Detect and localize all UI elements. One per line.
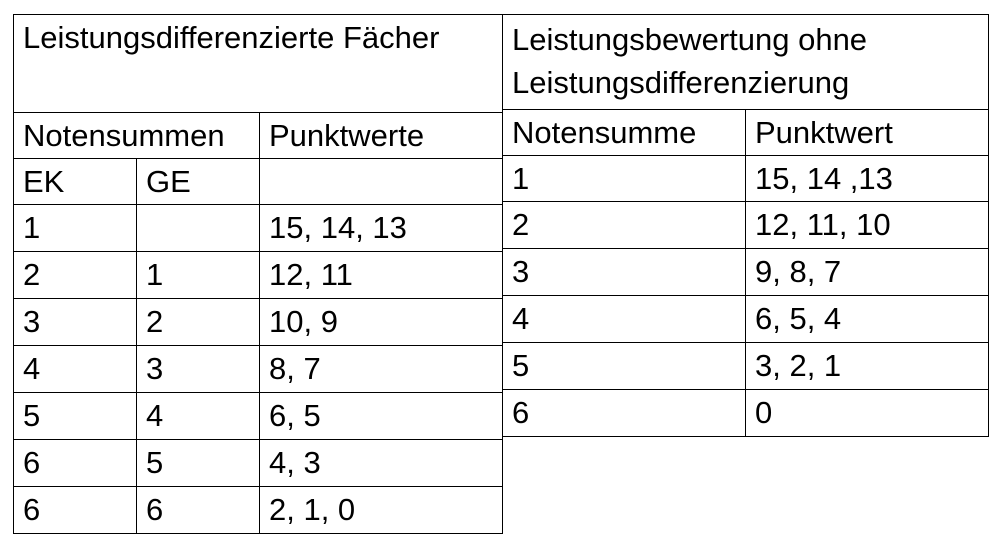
table-row: 5 4 6, 5 (13, 392, 503, 440)
notensummen-header: Notensummen (13, 112, 260, 159)
table-row: 1 15, 14, 13 (13, 204, 503, 252)
ek-cell: 4 (13, 345, 137, 393)
ek-cell: 3 (13, 298, 137, 346)
non-differentiated-grading-table: Leistungsbewertung ohne Leistungsdiffere… (502, 14, 989, 437)
punkte-cell: 6, 5 (259, 392, 503, 440)
table-row: 5 3, 2, 1 (502, 342, 989, 390)
left-table-title: Leistungsdifferenzierte Fächer (13, 14, 503, 113)
punktwerte-header: Punktwerte (259, 112, 503, 159)
punkte-cell: 10, 9 (259, 298, 503, 346)
ge-cell: 1 (136, 251, 260, 299)
ek-cell: 5 (13, 392, 137, 440)
table-header-row: Notensumme Punktwert (502, 109, 989, 156)
punkte-cell: 8, 7 (259, 345, 503, 393)
table-header-row: Notensummen Punktwerte (13, 112, 503, 159)
ek-cell: 2 (13, 251, 137, 299)
punkte-cell: 12, 11 (259, 251, 503, 299)
table-row: 1 15, 14 ,13 (502, 155, 989, 202)
punkte-cell: 3, 2, 1 (745, 342, 989, 390)
table-row: 6 6 2, 1, 0 (13, 486, 503, 534)
punkte-cell: 4, 3 (259, 439, 503, 487)
ek-cell: 6 (13, 486, 137, 534)
ge-header: GE (136, 158, 260, 205)
note-cell: 4 (502, 295, 746, 343)
ek-header: EK (13, 158, 137, 205)
punkte-cell: 9, 8, 7 (745, 248, 989, 296)
table-row: 4 3 8, 7 (13, 345, 503, 393)
punkte-cell: 15, 14, 13 (259, 204, 503, 252)
note-cell: 6 (502, 389, 746, 437)
ek-cell: 1 (13, 204, 137, 252)
punkte-cell: 12, 11, 10 (745, 201, 989, 249)
ge-cell: 2 (136, 298, 260, 346)
ge-cell: 3 (136, 345, 260, 393)
differentiated-subjects-table: Leistungsdifferenzierte Fächer Notensumm… (13, 14, 503, 534)
ge-cell: 4 (136, 392, 260, 440)
table-row: 2 1 12, 11 (13, 251, 503, 299)
punkte-cell: 6, 5, 4 (745, 295, 989, 343)
table-subheader-row: EK GE (13, 158, 503, 205)
ge-cell (136, 204, 260, 252)
note-cell: 3 (502, 248, 746, 296)
notensumme-header: Notensumme (502, 109, 746, 156)
note-cell: 5 (502, 342, 746, 390)
table-row: 3 2 10, 9 (13, 298, 503, 346)
table-header-row: Leistungsbewertung ohne Leistungsdiffere… (502, 14, 989, 110)
table-row: 6 5 4, 3 (13, 439, 503, 487)
table-row: 2 12, 11, 10 (502, 201, 989, 249)
right-table-title: Leistungsbewertung ohne Leistungsdiffere… (502, 14, 989, 110)
table-row: 4 6, 5, 4 (502, 295, 989, 343)
note-cell: 2 (502, 201, 746, 249)
punktwert-header: Punktwert (745, 109, 989, 156)
ge-cell: 6 (136, 486, 260, 534)
punkte-cell: 2, 1, 0 (259, 486, 503, 534)
note-cell: 1 (502, 155, 746, 202)
ek-cell: 6 (13, 439, 137, 487)
punkte-cell: 15, 14 ,13 (745, 155, 989, 202)
table-row: 3 9, 8, 7 (502, 248, 989, 296)
punkte-cell: 0 (745, 389, 989, 437)
table-row: 6 0 (502, 389, 989, 437)
empty-cell (259, 158, 503, 205)
table-header-row: Leistungsdifferenzierte Fächer (13, 14, 503, 113)
ge-cell: 5 (136, 439, 260, 487)
